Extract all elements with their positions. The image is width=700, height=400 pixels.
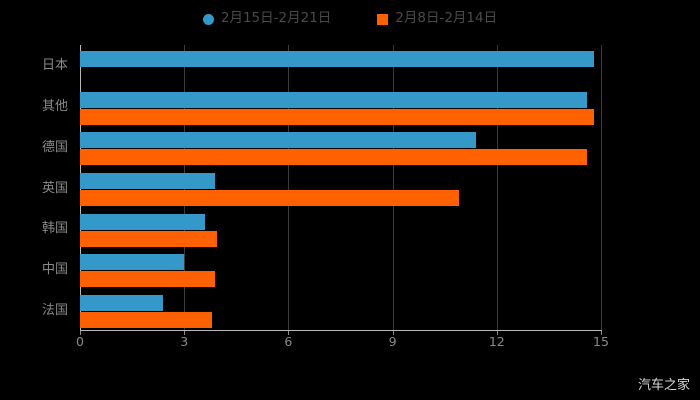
tick-mark-x-3 <box>184 331 186 335</box>
x-tick-label-15: 15 <box>593 334 609 349</box>
watermark: 汽车之家 <box>637 378 690 393</box>
y-category-label-日本: 日本 <box>41 58 68 74</box>
bar-其他-series-2[interactable] <box>80 108 595 125</box>
y-category-label-其他: 其他 <box>41 99 68 115</box>
bar-德国-series-1[interactable] <box>80 132 476 149</box>
y-category-label-中国: 中国 <box>41 261 68 277</box>
square-marker-icon <box>377 13 389 25</box>
x-tick-label-0: 0 <box>76 334 84 349</box>
y-category-label-英国: 英国 <box>41 180 68 196</box>
gridline-x-15 <box>601 45 602 330</box>
x-tick-label-3: 3 <box>180 334 189 349</box>
bar-日本-series-1[interactable] <box>80 50 595 67</box>
chart-legend: 2月15日-2月21日 2月8日-2月14日 <box>0 6 700 32</box>
bar-德国-series-2[interactable] <box>80 149 588 166</box>
tick-mark-x-0 <box>80 331 81 335</box>
tick-mark-x-9 <box>392 331 394 335</box>
gridline-x-12 <box>496 45 498 330</box>
legend-label-series-1: 2月15日-2月21日 <box>220 10 332 27</box>
bar-其他-series-1[interactable] <box>80 91 588 108</box>
y-category-label-法国: 法国 <box>41 302 68 318</box>
bar-英国-series-2[interactable] <box>80 190 459 206</box>
legend-item-series-2[interactable]: 2月8日-2月14日 <box>377 12 497 26</box>
legend-item-series-1[interactable]: 2月15日-2月21日 <box>202 10 332 27</box>
bar-韩国-series-1[interactable] <box>80 213 206 230</box>
bar-中国-series-2[interactable] <box>80 271 216 288</box>
tick-mark-x-12 <box>496 331 498 335</box>
x-axis-line <box>80 330 602 331</box>
legend-label-series-2: 2月8日-2月14日 <box>395 10 498 27</box>
bar-韩国-series-2[interactable] <box>80 230 218 247</box>
tick-mark-x-15 <box>601 331 602 335</box>
y-category-label-韩国: 韩国 <box>41 221 68 237</box>
gridline-x-6 <box>288 45 290 330</box>
bar-中国-series-1[interactable] <box>80 254 185 271</box>
y-category-label-德国: 德国 <box>41 139 68 155</box>
gridline-x-9 <box>392 45 394 330</box>
plot-area <box>80 45 602 330</box>
bar-法国-series-1[interactable] <box>80 295 164 312</box>
bar-法国-series-2[interactable] <box>80 312 212 329</box>
circle-marker-icon <box>202 13 214 25</box>
x-tick-label-9: 9 <box>388 334 397 349</box>
tick-mark-x-6 <box>288 331 290 335</box>
x-tick-label-6: 6 <box>284 334 293 349</box>
bar-英国-series-1[interactable] <box>80 173 216 189</box>
x-tick-label-12: 12 <box>488 334 505 349</box>
